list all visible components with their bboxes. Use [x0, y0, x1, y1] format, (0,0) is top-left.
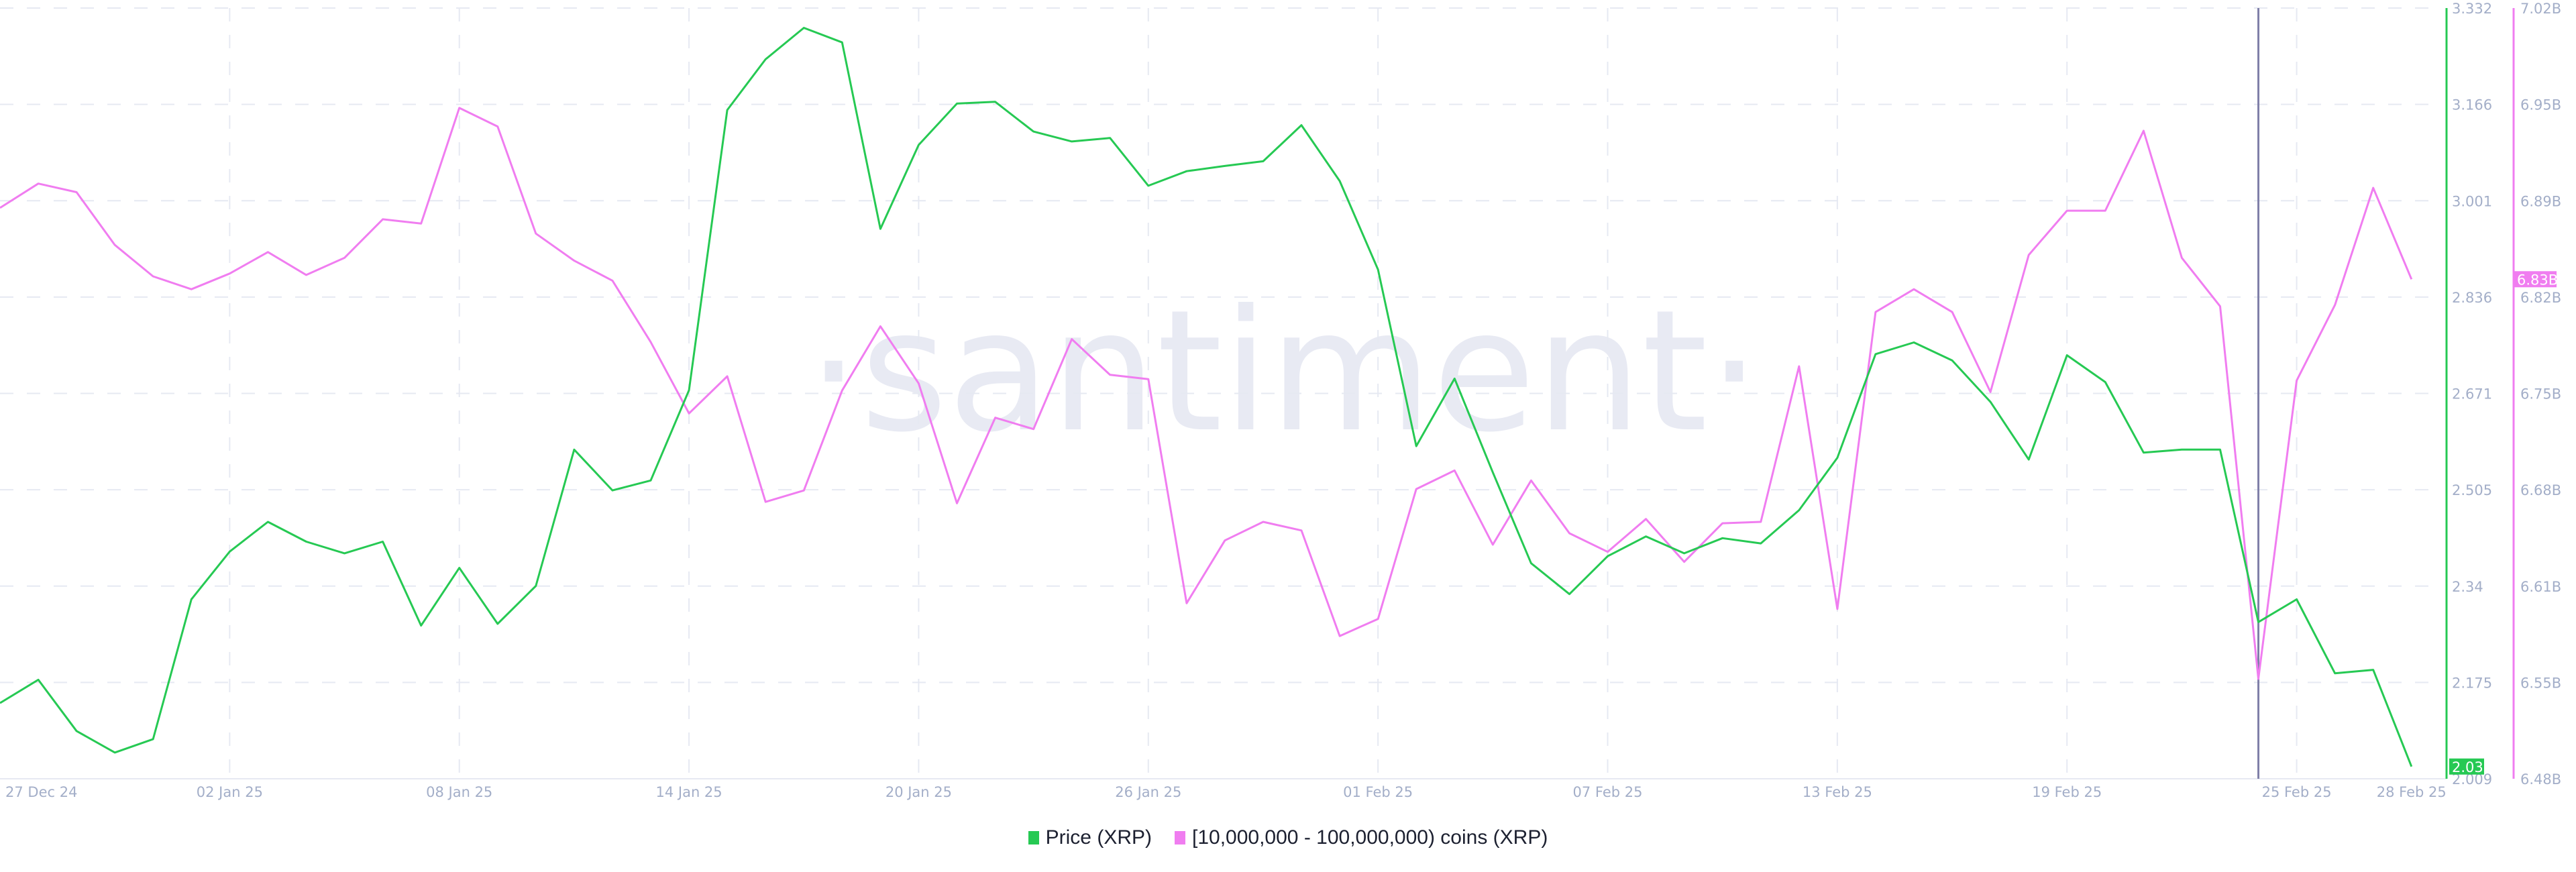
price-tick-label: 2.671: [2452, 386, 2492, 402]
price-tick-label: 2.175: [2452, 675, 2492, 691]
axis-labels: 3.332 7.02B 3.166 6.95B 3.001 6.89B 2.836 6.82B…: [5, 1, 2561, 800]
holders-tick-label: 6.48B: [2520, 771, 2561, 787]
holders-last-badge: [2514, 271, 2557, 288]
x-tick-label: 07 Feb 25: [1573, 784, 1643, 800]
price-tick-label: 3.332: [2452, 1, 2492, 17]
holders-tick-label: 6.89B: [2520, 193, 2561, 209]
price-last-badge: [2449, 758, 2484, 775]
x-tick-label: 14 Jan 25: [655, 784, 722, 800]
holders-tick-label: 6.68B: [2520, 482, 2561, 498]
x-tick-label: 26 Jan 25: [1115, 784, 1181, 800]
x-tick-label: 27 Dec 24: [5, 784, 77, 800]
santiment-watermark: ·santiment·: [807, 274, 1761, 469]
holders-tick-label: 6.82B: [2520, 290, 2561, 306]
holders-tick-label: 6.75B: [2520, 386, 2561, 402]
x-tick-label: 28 Feb 25: [2377, 784, 2447, 800]
price-tick-label: 2.505: [2452, 482, 2492, 498]
holders-tick-label: 6.55B: [2520, 675, 2561, 691]
holders-last-value: 6.83B: [2517, 272, 2558, 288]
legend-swatch-price: [1028, 831, 1039, 844]
price-tick-label: 3.166: [2452, 97, 2492, 113]
price-line: [0, 27, 2413, 767]
legend-item-price[interactable]: Price (XRP): [1028, 826, 1152, 849]
x-tick-label: 02 Jan 25: [197, 784, 263, 800]
price-tick-label: 3.001: [2452, 193, 2492, 209]
legend: Price (XRP) [10,000,000 - 100,000,000) c…: [0, 826, 2576, 849]
x-tick-label: 13 Feb 25: [1803, 784, 1872, 800]
grid: [0, 7, 2435, 779]
legend-label-holders: [10,000,000 - 100,000,000) coins (XRP): [1192, 826, 1548, 849]
legend-item-holders[interactable]: [10,000,000 - 100,000,000) coins (XRP): [1175, 826, 1548, 849]
holders-tick-label: 6.61B: [2520, 579, 2561, 595]
holders-tick-label: 6.95B: [2520, 97, 2561, 113]
x-tick-label: 19 Feb 25: [2032, 784, 2102, 800]
legend-swatch-holders: [1175, 831, 1185, 844]
holders-line: [0, 107, 2413, 680]
axes: [0, 8, 2515, 779]
x-tick-label: 20 Jan 25: [885, 784, 952, 800]
price-last-value: 2.03: [2452, 759, 2483, 775]
price-tick-label: 2.836: [2452, 290, 2492, 306]
series-lines: [0, 27, 2413, 767]
holders-tick-label: 7.02B: [2520, 1, 2561, 17]
x-tick-label: 01 Feb 25: [1343, 784, 1413, 800]
x-tick-label: 25 Feb 25: [2262, 784, 2332, 800]
price-tick-label: 2.34: [2452, 579, 2483, 595]
x-tick-label: 08 Jan 25: [426, 784, 492, 800]
legend-label-price: Price (XRP): [1045, 826, 1152, 849]
